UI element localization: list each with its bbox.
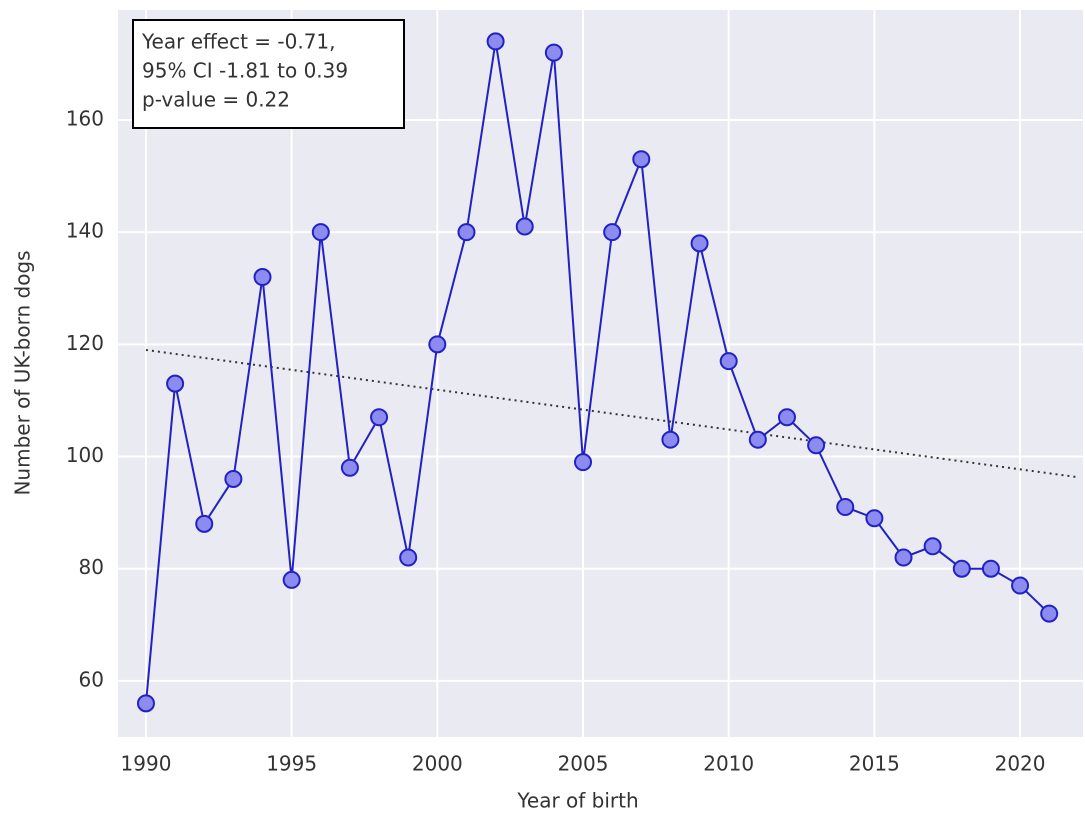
y-axis-label: Number of UK-born dogs	[11, 250, 35, 495]
data-point	[661, 430, 680, 449]
data-point	[340, 458, 359, 477]
x-axis-label: Year of birth	[516, 789, 638, 813]
data-point	[544, 43, 563, 62]
data-point	[807, 436, 826, 455]
x-tick-label: 1995	[266, 752, 317, 776]
data-point	[952, 559, 971, 578]
data-point	[195, 514, 214, 533]
data-point	[748, 430, 767, 449]
y-tick-label: 100	[66, 443, 104, 467]
y-tick-label: 140	[66, 219, 104, 243]
annotation-box: Year effect = -0.71, 95% CI -1.81 to 0.39…	[132, 19, 405, 129]
data-point	[632, 150, 651, 169]
annotation-frame	[132, 19, 405, 129]
data-point	[282, 570, 301, 589]
data-point	[923, 537, 942, 556]
data-point	[777, 408, 796, 427]
x-tick-label: 2010	[703, 752, 754, 776]
data-point	[865, 509, 884, 528]
data-point	[515, 217, 534, 236]
x-tick-label: 1990	[121, 752, 172, 776]
plot-area	[118, 10, 1083, 737]
data-point	[981, 559, 1000, 578]
data-point	[719, 352, 738, 371]
data-point	[166, 374, 185, 393]
data-point	[399, 548, 418, 567]
data-point	[428, 335, 447, 354]
data-point	[457, 223, 476, 242]
x-tick-label: 2020	[995, 752, 1046, 776]
y-tick-label: 160	[66, 106, 104, 130]
data-point	[311, 223, 330, 242]
data-point	[836, 498, 855, 517]
x-tick-label: 2000	[412, 752, 463, 776]
data-point	[1040, 604, 1059, 623]
y-tick-label: 80	[79, 555, 104, 579]
x-tick-label: 2005	[558, 752, 609, 776]
data-point	[136, 694, 155, 713]
annotation-text: Year effect = -0.71,	[141, 30, 336, 54]
data-point	[224, 469, 243, 488]
data-point	[894, 548, 913, 567]
data-point	[1011, 576, 1030, 595]
x-tick-label: 2015	[849, 752, 900, 776]
y-tick-label: 120	[66, 331, 104, 355]
data-point	[603, 223, 622, 242]
trend-line	[145, 348, 1079, 479]
data-point	[486, 32, 505, 51]
annotation-text: p-value = 0.22	[142, 88, 290, 112]
data-point	[690, 234, 709, 253]
annotation-text: 95% CI -1.81 to 0.39	[142, 59, 348, 83]
y-tick-label: 60	[79, 667, 104, 691]
data-point	[370, 408, 389, 427]
data-point	[574, 453, 593, 472]
data-point	[253, 268, 272, 287]
